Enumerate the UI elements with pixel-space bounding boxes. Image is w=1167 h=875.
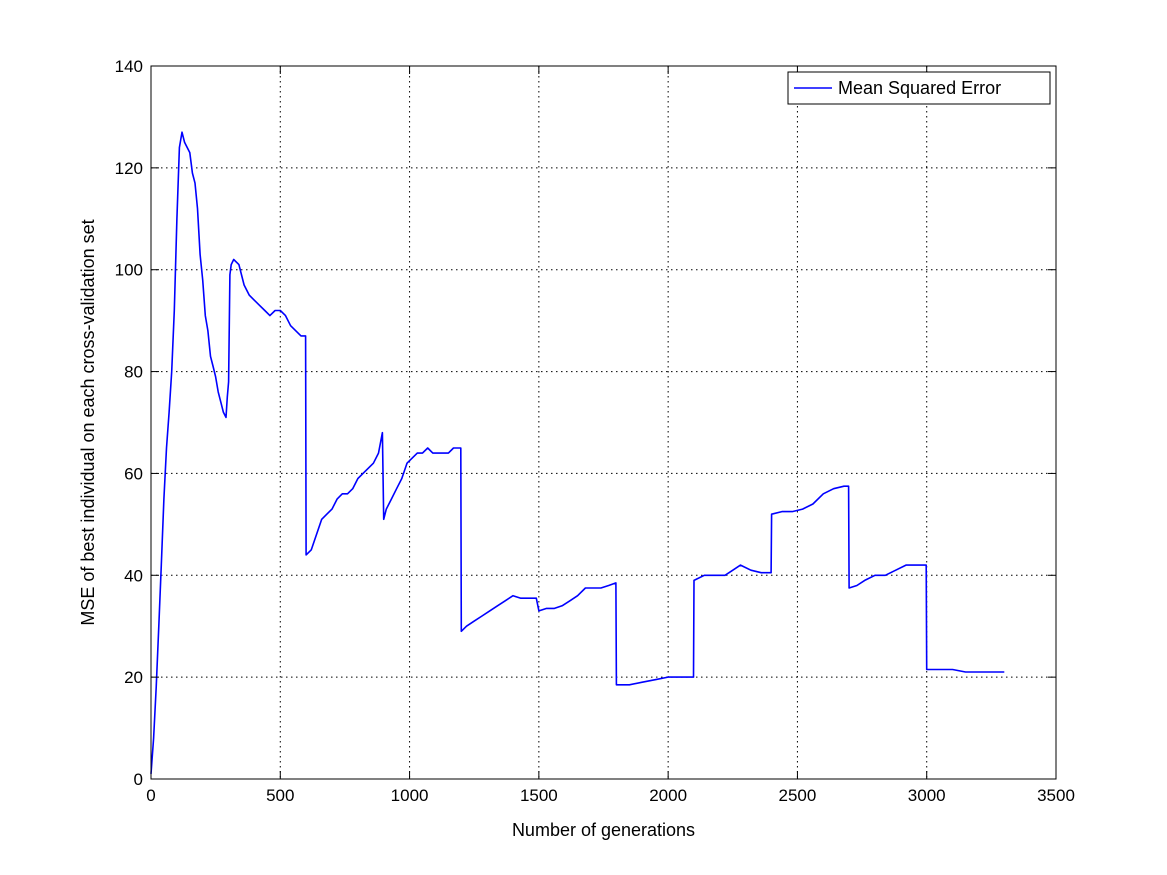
y-tick-label: 80 xyxy=(124,363,143,382)
legend-label-mean-squared-error: Mean Squared Error xyxy=(838,78,1001,98)
x-tick-label: 3000 xyxy=(908,786,946,805)
y-tick-label: 20 xyxy=(124,668,143,687)
x-axis-title: Number of generations xyxy=(512,820,695,840)
x-tick-label: 500 xyxy=(266,786,294,805)
x-tick-label: 1500 xyxy=(520,786,558,805)
x-tick-label: 2000 xyxy=(649,786,687,805)
grid-lines xyxy=(151,66,1056,779)
y-tick-label: 140 xyxy=(115,57,143,76)
x-tick-label: 1000 xyxy=(391,786,429,805)
x-tick-label: 0 xyxy=(146,786,155,805)
y-tick-label: 120 xyxy=(115,159,143,178)
axis-ticks: 0 500 1000 1500 2000 2500 3000 3500 0 20 40 60 80 100… xyxy=(115,57,1075,805)
y-tick-label: 40 xyxy=(124,566,143,585)
y-tick-label: 0 xyxy=(134,770,143,789)
plot-frame xyxy=(150,65,1057,780)
legend: Mean Squared Error xyxy=(787,71,1051,105)
x-tick-label: 3500 xyxy=(1037,786,1075,805)
series-line-mean-squared-error xyxy=(150,131,1005,774)
y-tick-label: 60 xyxy=(124,464,143,483)
x-tick-label: 2500 xyxy=(779,786,817,805)
y-axis-title: MSE of best individual on each cross-val… xyxy=(78,219,98,625)
series-layer xyxy=(150,131,1005,774)
y-tick-label: 100 xyxy=(115,261,143,280)
